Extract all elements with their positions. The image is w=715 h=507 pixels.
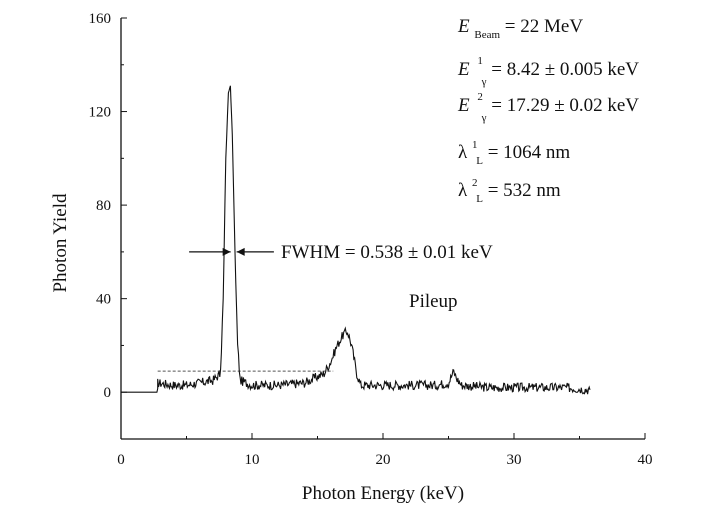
e2-text: E 2 γ = 17.29 ± 0.02 keV — [457, 84, 639, 126]
y-tick-label: 120 — [89, 105, 112, 121]
beam-energy-text: E Beam = 22 MeV — [457, 16, 583, 43]
lambda1-text: λ 1 L = 1064 nm — [458, 132, 570, 169]
lambda2-text: λ 2 L = 532 nm — [458, 170, 561, 207]
fwhm-arrow-right-head — [236, 247, 245, 256]
x-tick-label: 0 — [117, 452, 125, 468]
x-tick-label: 30 — [507, 452, 522, 468]
fwhm-arrow-left-head — [222, 247, 231, 256]
y-tick-label: 40 — [96, 292, 111, 308]
axes-group — [120, 18, 645, 440]
x-tick-label: 40 — [638, 452, 653, 468]
series-group — [121, 85, 591, 395]
spectrum-line — [121, 85, 591, 395]
fwhm-label: FWHM = 0.538 ± 0.01 keV — [281, 242, 493, 263]
y-tick-label: 80 — [96, 198, 111, 214]
e1-text: E 1 γ = 8.42 ± 0.005 keV — [457, 48, 639, 90]
y-tick-label: 0 — [104, 385, 112, 401]
y-axis-label: Photon Yield — [50, 193, 71, 293]
y-tick-label: 160 — [89, 11, 112, 27]
x-axis-label: Photon Energy (keV) — [302, 483, 464, 504]
ticks-group: 0 10 20 30 40 0 40 80 120 160 — [89, 11, 653, 468]
pileup-label: Pileup — [409, 291, 458, 312]
fwhm-marker — [189, 247, 274, 256]
annotation-box: E Beam = 22 MeV E 1 γ = 8.42 ± 0.005 keV… — [457, 16, 639, 207]
x-tick-label: 10 — [245, 452, 260, 468]
x-tick-label: 20 — [376, 452, 391, 468]
